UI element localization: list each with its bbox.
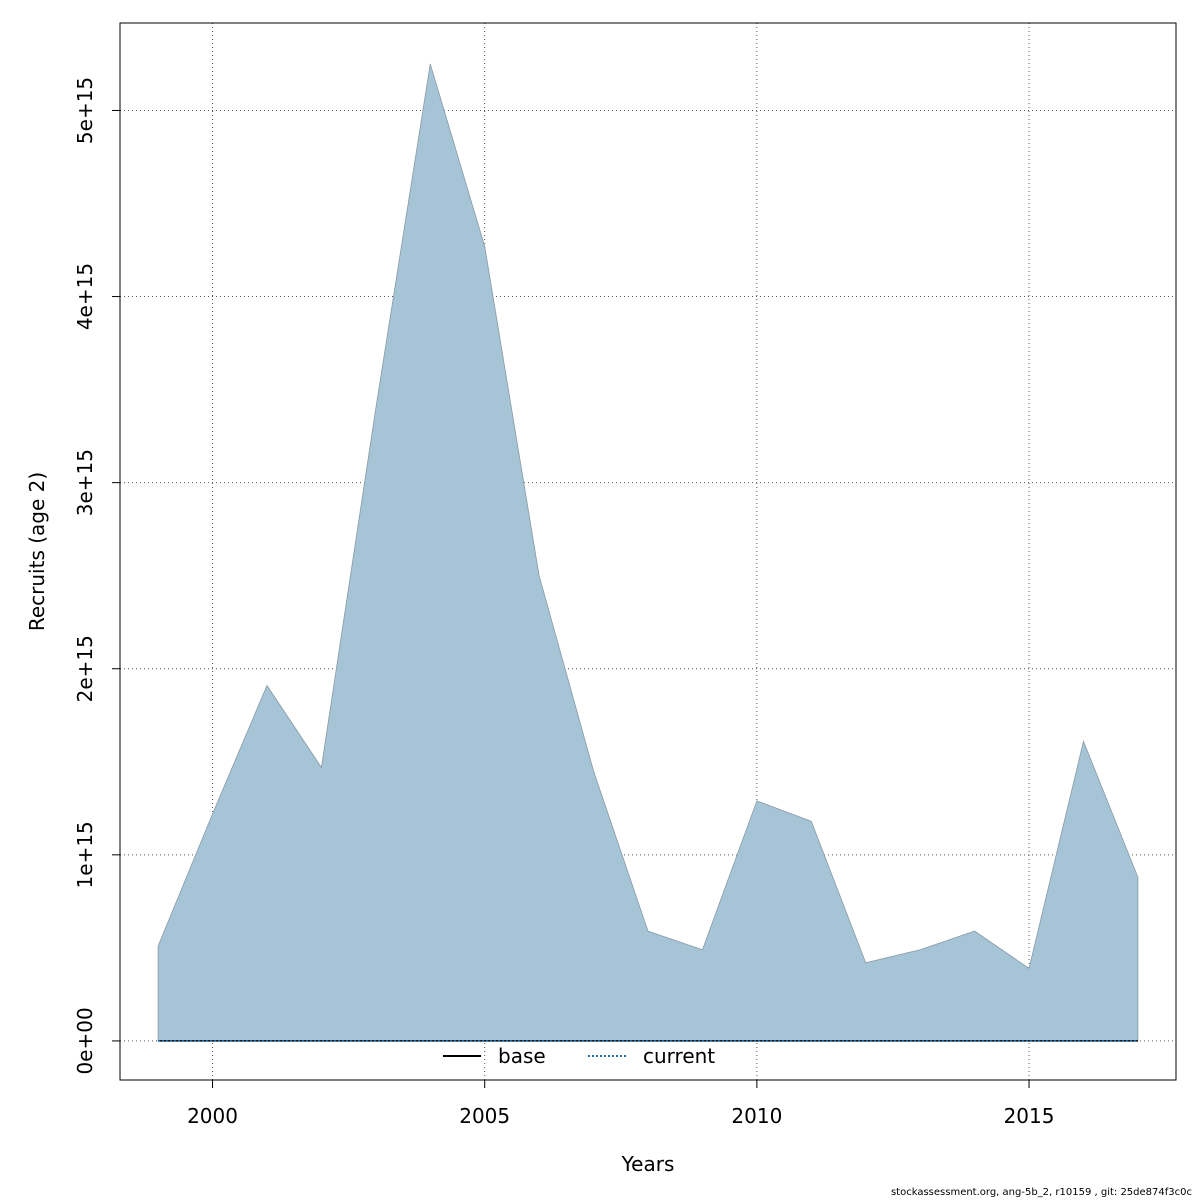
y-tick-label: 3e+15 xyxy=(73,449,97,516)
plot-frame xyxy=(119,22,1177,1081)
x-axis: 2000 2005 2010 2015 xyxy=(187,1080,1054,1128)
legend: base current xyxy=(443,1044,715,1068)
legend-label-current: current xyxy=(643,1044,715,1068)
band-area xyxy=(157,63,1139,1042)
confidence-band xyxy=(157,63,1139,1042)
y-tick-label: 2e+15 xyxy=(73,635,97,702)
x-axis-title: Years xyxy=(621,1152,675,1176)
y-tick-label: 1e+15 xyxy=(73,821,97,888)
y-tick-label: 5e+15 xyxy=(73,77,97,144)
x-tick-label: 2000 xyxy=(187,1104,238,1128)
footer-credit: stockassessment.org, ang-5b_2, r10159 , … xyxy=(890,1187,1192,1198)
y-tick-label: 0e+00 xyxy=(73,1007,97,1074)
y-axis-title: Recruits (age 2) xyxy=(25,472,49,631)
x-tick-label: 2010 xyxy=(731,1104,782,1128)
x-tick-label: 2005 xyxy=(459,1104,510,1128)
x-tick-label: 2015 xyxy=(1004,1104,1055,1128)
y-tick-label: 4e+15 xyxy=(73,263,97,330)
y-axis: 0e+00 1e+15 2e+15 3e+15 4e+15 5e+15 xyxy=(73,77,120,1075)
legend-label-base: base xyxy=(498,1044,546,1068)
